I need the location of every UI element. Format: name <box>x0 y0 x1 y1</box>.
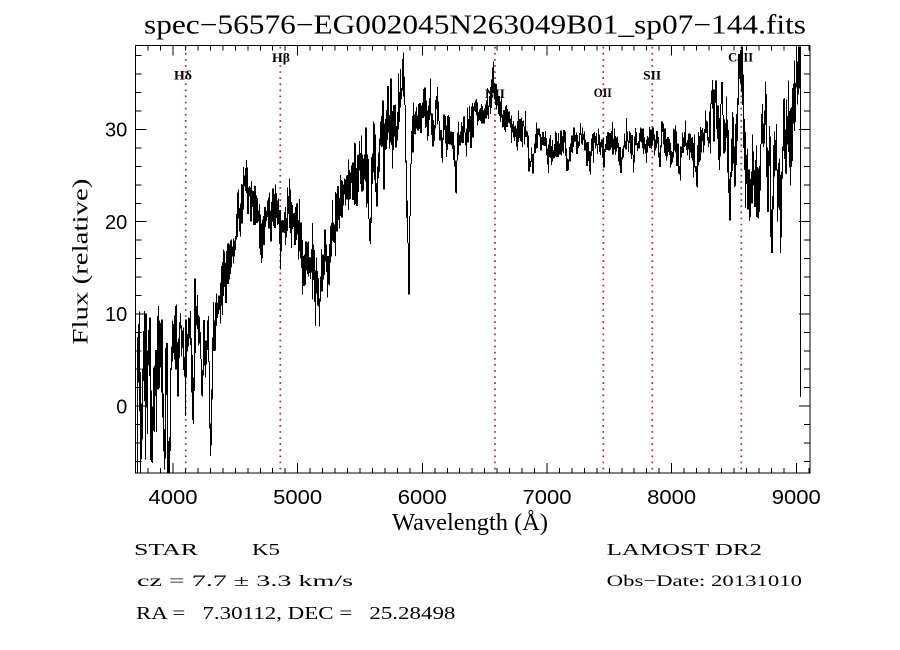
svg-text:4000: 4000 <box>149 487 198 509</box>
svg-text:Flux (relative): Flux (relative) <box>68 179 93 345</box>
svg-text:SII: SII <box>643 68 661 83</box>
svg-text:K5: K5 <box>252 540 280 559</box>
svg-text:Obs−Date: 20131010: Obs−Date: 20131010 <box>607 573 802 590</box>
svg-text:cz = 7.7 ± 3.3 km/s: cz = 7.7 ± 3.3 km/s <box>137 573 353 590</box>
svg-text:spec−56576−EG002045N263049B01_: spec−56576−EG002045N263049B01_sp07−144.f… <box>144 10 806 40</box>
svg-text:CaII: CaII <box>728 49 753 64</box>
svg-text:20: 20 <box>105 212 127 234</box>
svg-text:STAR: STAR <box>134 540 199 559</box>
svg-text:Hδ: Hδ <box>174 68 192 83</box>
svg-text:Hβ: Hβ <box>272 50 290 65</box>
svg-text:30: 30 <box>105 120 127 142</box>
svg-text:Wavelength (Å): Wavelength (Å) <box>392 510 548 536</box>
svg-text:6000: 6000 <box>398 487 447 509</box>
svg-text:8000: 8000 <box>647 487 696 509</box>
svg-text:10: 10 <box>105 304 127 326</box>
svg-text:7000: 7000 <box>523 487 572 509</box>
svg-text:9000: 9000 <box>772 487 821 509</box>
svg-text:RA = 7.30112, DEC = 25.284: RA = 7.30112, DEC = 25.28498 <box>136 603 455 623</box>
svg-text:OII: OII <box>594 85 612 100</box>
svg-text:0: 0 <box>116 396 127 418</box>
svg-text:NII: NII <box>485 86 505 101</box>
svg-text:5000: 5000 <box>273 487 322 509</box>
svg-text:LAMOST DR2: LAMOST DR2 <box>607 540 762 559</box>
